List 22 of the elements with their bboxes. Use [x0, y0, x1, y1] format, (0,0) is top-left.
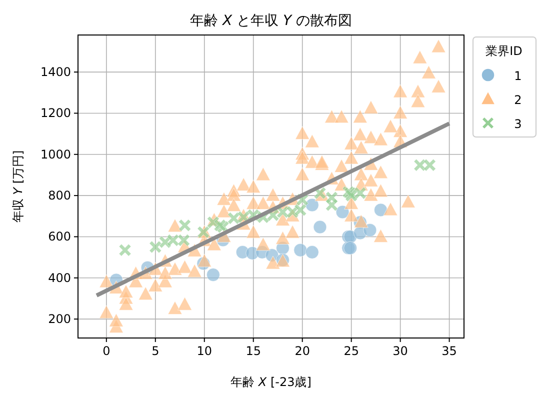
y-tick-label: 1400	[40, 65, 71, 80]
x-tick-label: 30	[392, 344, 408, 358]
y-tick-label: 600	[48, 230, 71, 244]
y-tick-label: 800	[48, 188, 71, 203]
x-tick-label: 15	[246, 344, 262, 358]
y-tick-label: 400	[48, 270, 71, 285]
y-tick-label: 200	[48, 312, 71, 326]
legend-label: 1	[514, 69, 522, 83]
x-tick-label: 20	[294, 344, 310, 358]
x-tick-label: 25	[344, 344, 359, 358]
y-tick-label: 1000	[40, 147, 71, 162]
y-axis-title: 年収 Y [万円]	[11, 150, 25, 223]
legend-label: 2	[514, 93, 522, 107]
y-tick-label: 1200	[40, 106, 71, 120]
legend-label: 3	[514, 117, 522, 131]
legend-title: 業界ID	[486, 44, 522, 58]
x-tick-label: 0	[102, 344, 110, 358]
x-tick-label: 10	[196, 344, 212, 358]
chart-title: 年齢 X と年収 Y の散布図	[190, 13, 352, 29]
x-axis-title: 年齢 X [-23歳]	[230, 375, 312, 389]
x-tick-label: 5	[152, 344, 160, 358]
x-tick-label: 35	[442, 344, 457, 358]
